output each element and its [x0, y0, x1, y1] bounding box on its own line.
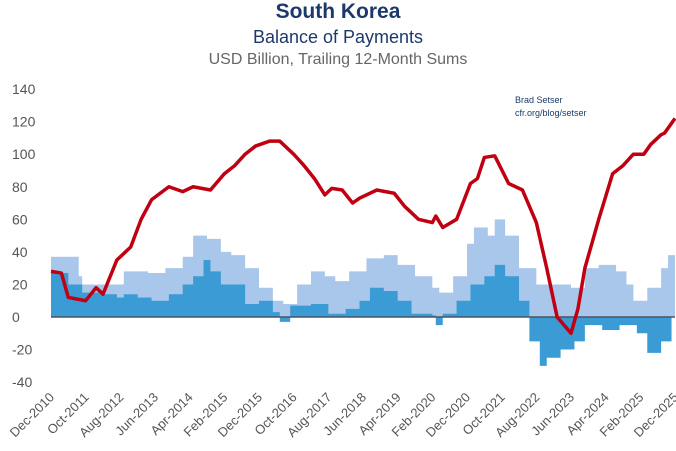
- area-series-1: [51, 260, 675, 366]
- attribution-author: Brad Setser: [515, 95, 563, 105]
- y-tick-label: 20: [12, 276, 28, 292]
- y-tick-label: 140: [12, 81, 36, 97]
- attribution-url: cfr.org/blog/setser: [515, 108, 587, 118]
- line-series-2: [50, 117, 676, 336]
- chart-title: South Korea: [275, 0, 401, 23]
- y-tick-label: -20: [12, 342, 32, 358]
- y-tick-label: 120: [12, 114, 36, 130]
- y-tick-label: 60: [12, 211, 28, 227]
- y-tick-label: 0: [12, 309, 20, 325]
- y-tick-label: 80: [12, 179, 28, 195]
- chart-units: USD Billion, Trailing 12-Month Sums: [208, 51, 468, 68]
- y-tick-label: 100: [12, 146, 36, 162]
- y-tick-label: -40: [12, 374, 32, 390]
- y-tick-label: 40: [12, 244, 28, 260]
- chart-subtitle: Balance of Payments: [252, 27, 424, 47]
